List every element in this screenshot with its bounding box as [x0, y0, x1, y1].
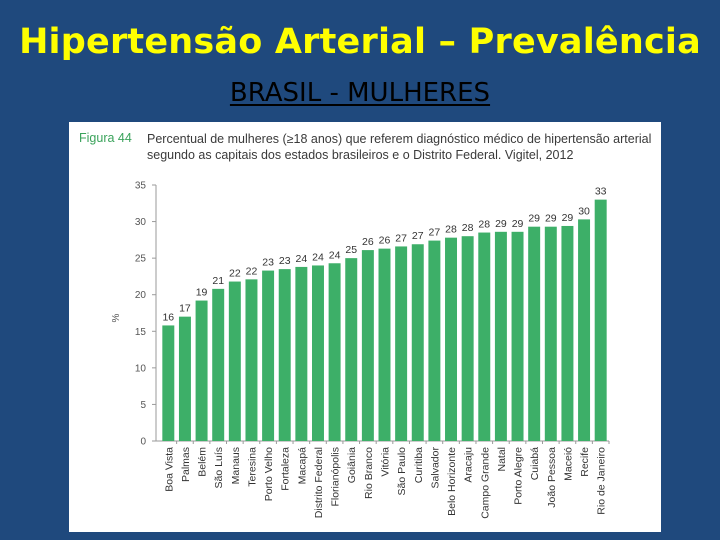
bar [378, 248, 391, 441]
bar-value-label: 30 [578, 205, 590, 217]
bar-value-label: 24 [329, 249, 341, 261]
y-tick-label: 25 [135, 254, 147, 265]
bar [411, 244, 424, 441]
bar-value-label: 28 [445, 224, 457, 236]
bar-value-label: 25 [345, 244, 357, 256]
category-label: Goiânia [346, 447, 358, 483]
bar [195, 300, 208, 441]
bar [328, 263, 341, 441]
category-label: Manaus [230, 447, 242, 484]
bar [228, 281, 241, 441]
category-label: Porto Velho [263, 447, 275, 501]
bar [395, 246, 408, 441]
bar-value-label: 29 [528, 213, 540, 225]
category-label: Natal [496, 447, 508, 472]
bar [494, 231, 507, 441]
category-label: Cuiabá [529, 447, 541, 480]
bar [461, 236, 474, 441]
category-label: Salvador [429, 447, 441, 489]
bar-value-label: 29 [495, 218, 507, 230]
bar [561, 225, 574, 441]
bar-value-label: 28 [478, 219, 490, 231]
category-label: Maceió [562, 447, 574, 481]
category-label: Rio Branco [363, 447, 375, 499]
category-label: Campo Grande [479, 447, 491, 519]
bar [162, 325, 175, 441]
y-tick-label: 5 [140, 400, 146, 411]
bar-value-label: 26 [362, 236, 374, 248]
category-label: Recife [579, 447, 591, 477]
figure-caption: Percentual de mulheres (≥18 anos) que re… [147, 132, 652, 162]
y-tick-label: 20 [135, 290, 147, 301]
bar [528, 226, 541, 441]
bar [511, 231, 524, 441]
bar [578, 219, 591, 441]
bar-value-label: 29 [545, 213, 557, 225]
figure-label: Figura 44 [79, 131, 132, 145]
bar-value-label: 23 [262, 257, 274, 269]
y-tick-label: 35 [135, 181, 147, 192]
bar-value-label: 23 [279, 255, 291, 267]
category-label: Aracaju [463, 447, 475, 483]
bar [345, 258, 358, 441]
bar [178, 316, 191, 441]
category-label: Florianópolis [330, 447, 342, 507]
bar [361, 250, 374, 441]
slide-subtitle-text: BRASIL - MULHERES [229, 78, 491, 108]
bar-value-label: 19 [196, 287, 208, 299]
bar [212, 288, 225, 441]
bar-value-label: 26 [379, 235, 391, 247]
y-tick-label: 10 [135, 363, 147, 374]
category-label: Teresina [246, 447, 258, 487]
slide-subtitle: BRASIL - MULHERES [0, 78, 720, 108]
category-label: São Luís [213, 447, 225, 488]
bar [544, 226, 557, 441]
y-tick-label: 15 [135, 327, 147, 338]
bar [428, 240, 441, 441]
bar-value-label: 16 [162, 311, 174, 323]
bar [445, 237, 458, 441]
category-label: Belém [197, 447, 209, 477]
bar-value-label: 33 [595, 186, 607, 198]
category-label: João Pessoa [546, 447, 558, 508]
bar-value-label: 27 [395, 232, 407, 244]
category-label: Boa Vista [163, 447, 175, 492]
y-axis-title: % [111, 313, 122, 322]
y-tick-label: 30 [135, 217, 147, 228]
category-label: Porto Alegre [513, 447, 525, 505]
y-tick-label: 0 [140, 437, 146, 448]
bar [311, 265, 324, 441]
bar [278, 269, 291, 441]
bar-value-label: 29 [512, 218, 524, 230]
bar-value-label: 22 [246, 265, 258, 277]
bar-value-label: 22 [229, 268, 241, 280]
bar [594, 199, 607, 441]
category-label: Fortaleza [280, 447, 292, 491]
bar-value-label: 29 [562, 212, 574, 224]
bar-chart: 0 5 10 15 20 25 30 35% 16 Boa Vista 17 Palmas 19 Belé… [111, 181, 610, 519]
category-label: Palmas [180, 447, 192, 482]
bar-value-label: 27 [412, 230, 424, 242]
category-label: Distrito Federal [313, 447, 325, 518]
bar-value-label: 28 [462, 222, 474, 234]
bar-value-label: 21 [212, 275, 224, 287]
category-label: Belo Horizonte [446, 447, 458, 516]
bar-value-label: 24 [296, 253, 308, 265]
bar-value-label: 17 [179, 303, 191, 315]
category-label: Vitória [380, 447, 392, 477]
figure-panel: 0 5 10 15 20 25 30 35% 16 Boa Vista 17 Palmas 19 Belé… [69, 122, 661, 532]
bar [262, 270, 275, 441]
category-label: São Paulo [396, 447, 408, 496]
bar-value-label: 24 [312, 251, 324, 263]
category-label: Rio de Janeiro [596, 447, 608, 515]
bar [245, 279, 258, 441]
bar [478, 232, 491, 441]
bar [295, 266, 308, 441]
slide-title: Hipertensão Arterial – Prevalência [19, 22, 701, 62]
category-label: Macapá [296, 447, 308, 485]
category-label: Curitiba [413, 447, 425, 483]
bar-value-label: 27 [429, 227, 441, 239]
